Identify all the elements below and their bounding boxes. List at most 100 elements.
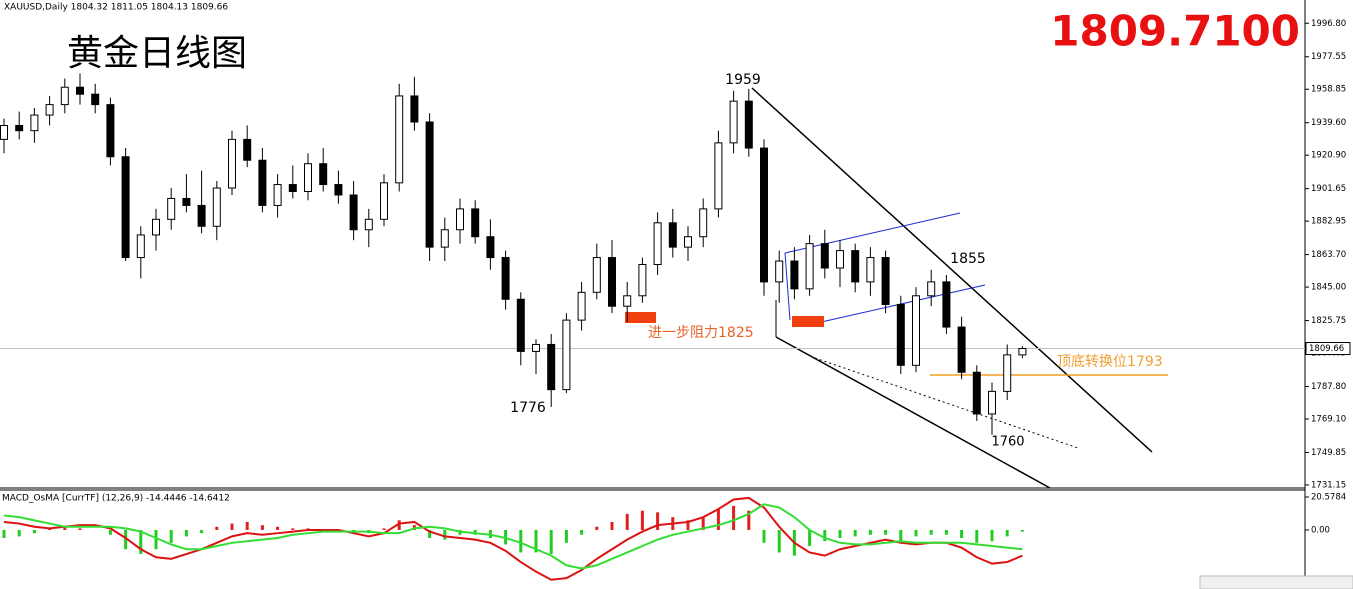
histogram-bar bbox=[108, 529, 112, 535]
y-tick-label: 0.00 bbox=[1311, 525, 1330, 535]
dotted-line bbox=[814, 357, 1079, 449]
histogram-bar bbox=[17, 529, 21, 537]
histogram-bar bbox=[990, 529, 994, 542]
histogram-bar bbox=[1020, 529, 1024, 532]
candle-body bbox=[592, 257, 601, 293]
candle-body bbox=[425, 121, 434, 248]
y-tick-label: 1977.55 bbox=[1311, 52, 1346, 62]
candle-body bbox=[744, 100, 753, 149]
histogram-bar bbox=[184, 529, 188, 537]
histogram-bar bbox=[32, 529, 36, 534]
candle-body bbox=[1018, 348, 1027, 356]
histogram-bar bbox=[215, 526, 219, 530]
candle-body bbox=[212, 187, 221, 227]
histogram-bar bbox=[656, 512, 660, 530]
candle-body bbox=[608, 257, 616, 307]
candle-body bbox=[288, 184, 297, 193]
y-tick-label: 1958.85 bbox=[1311, 85, 1346, 95]
candle-body bbox=[896, 303, 905, 366]
y-tick-label: 1825.75 bbox=[1311, 316, 1346, 326]
candle-body bbox=[349, 194, 358, 231]
candle-body bbox=[243, 138, 252, 161]
channel-line bbox=[784, 252, 791, 321]
y-tick-label: 1787.80 bbox=[1311, 382, 1346, 392]
candle-body bbox=[790, 260, 799, 290]
candle-body bbox=[532, 343, 540, 352]
candle-body bbox=[699, 208, 708, 238]
candle-body bbox=[988, 390, 996, 415]
candle-body bbox=[167, 197, 176, 220]
candle-body bbox=[91, 93, 100, 106]
channel-line bbox=[784, 212, 961, 254]
y-tick-label: 1731.15 bbox=[1311, 480, 1346, 490]
current-price-label: 1809.66 bbox=[1309, 344, 1344, 354]
histogram-bar bbox=[63, 526, 67, 530]
candle-body bbox=[364, 218, 373, 231]
histogram-bar bbox=[762, 529, 766, 543]
histogram-bar bbox=[701, 517, 705, 530]
histogram-bar bbox=[200, 529, 204, 534]
candle-body bbox=[197, 204, 206, 227]
y-tick-label: 1749.85 bbox=[1311, 448, 1346, 458]
histogram-bar bbox=[853, 529, 857, 537]
annotation: 1855 bbox=[950, 251, 986, 267]
histogram-bar bbox=[260, 525, 264, 530]
candle-body bbox=[486, 236, 495, 259]
resistance-box bbox=[625, 312, 656, 323]
histogram-bar bbox=[686, 520, 690, 530]
candle-body bbox=[182, 197, 191, 206]
candle-body bbox=[60, 86, 69, 106]
candle-body bbox=[319, 163, 328, 186]
candle-body bbox=[881, 257, 890, 305]
candle-body bbox=[30, 114, 39, 132]
histogram-bar bbox=[838, 529, 842, 538]
candle-body bbox=[836, 250, 844, 269]
histogram-bar bbox=[944, 529, 948, 535]
candle-body bbox=[562, 319, 571, 391]
candle-body bbox=[121, 156, 130, 259]
histogram-bar bbox=[519, 529, 523, 553]
candle-body bbox=[258, 159, 267, 206]
histogram-bar bbox=[382, 528, 386, 530]
histogram-bar bbox=[276, 526, 280, 530]
histogram-bar bbox=[640, 510, 644, 530]
histogram-bar bbox=[625, 513, 629, 530]
candle-body bbox=[912, 295, 920, 366]
candle-body bbox=[851, 250, 860, 283]
histogram-bar bbox=[914, 529, 918, 537]
toolbar[interactable] bbox=[1199, 575, 1353, 589]
histogram-bar bbox=[564, 529, 568, 543]
histogram-bar bbox=[1005, 529, 1009, 537]
candle-body bbox=[456, 208, 464, 231]
candle-body bbox=[653, 222, 662, 266]
y-tick-label: 1920.90 bbox=[1311, 151, 1346, 161]
candle-body bbox=[304, 163, 312, 193]
candle-body bbox=[927, 281, 936, 297]
candle-body bbox=[714, 142, 723, 210]
candle-body bbox=[471, 208, 480, 238]
candle-body bbox=[410, 95, 419, 123]
annotation: 1959 bbox=[725, 72, 761, 88]
histogram-bar bbox=[291, 528, 295, 530]
candle-body bbox=[942, 281, 951, 328]
y-tick-label: 1901.65 bbox=[1311, 184, 1346, 194]
histogram-bar bbox=[580, 529, 584, 535]
channel-line bbox=[807, 284, 986, 326]
histogram-bar bbox=[169, 529, 173, 543]
candle-body bbox=[577, 291, 586, 321]
resistance-box bbox=[792, 316, 824, 327]
macd-line bbox=[3, 503, 1023, 570]
candle-body bbox=[440, 229, 449, 248]
y-tick-label: 1863.70 bbox=[1311, 250, 1346, 260]
histogram-bar bbox=[443, 529, 447, 540]
candle-body bbox=[76, 86, 84, 95]
histogram-bar bbox=[777, 529, 781, 553]
current-price-box bbox=[1305, 342, 1351, 356]
candle-body bbox=[15, 124, 24, 132]
y-tick-label: 1769.10 bbox=[1311, 415, 1346, 425]
histogram-bar bbox=[716, 509, 720, 530]
histogram-bar bbox=[534, 529, 538, 553]
